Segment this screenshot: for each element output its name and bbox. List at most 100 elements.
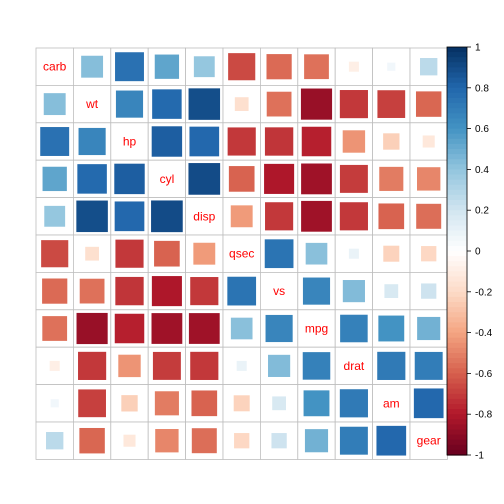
corr-square-mpg-cyl [151,313,183,344]
colorbar-segment [447,342,467,349]
colorbar-segment [447,261,467,267]
corr-square-drat-am [377,351,406,380]
colorbar-segment [447,444,467,451]
corr-square-wt-cyl [152,89,182,119]
variable-label-hp: hp [123,135,137,149]
colorbar-segment [447,353,467,359]
colorbar-segment [447,251,467,257]
colorbar-segment [447,429,467,436]
corr-square-gear-mpg [304,429,329,453]
diagonal-labels: carb wt hp cyl disp qsec vs mpg drat am gear [43,60,441,448]
corr-square-vs-wt [79,278,105,304]
colorbar: 1 0.8 0.6 0.4 0.2 0 -0.2 -0.4 -0.6 -0.8 -1 [446,43,493,462]
colorbar-segment [447,240,467,247]
colorbar-segment [447,169,467,176]
colorbar-tick-label: -0.8 [475,410,493,421]
corr-square-wt-disp [188,88,221,120]
colorbar-segment [447,194,467,201]
variable-label-cyl: cyl [160,172,175,186]
corr-square-mpg-qsec [230,317,253,340]
corr-square-gear-hp [123,434,136,447]
corr-square-disp-am [378,203,405,230]
colorbar-segment [447,108,467,114]
colorbar-segment [447,302,467,308]
colorbar-segment [447,337,467,344]
corr-square-disp-drat [339,202,368,231]
corr-square-carb-vs [266,54,292,80]
colorbar-segment [447,149,467,155]
corr-square-qsec-carb [41,240,69,268]
colorbar-segment [447,118,467,125]
corr-square-gear-am [376,425,407,456]
variable-label-wt: wt [85,97,99,111]
grid-cell-gear-gear [409,421,448,460]
corr-square-gear-disp [191,428,217,454]
corr-square-qsec-cyl [154,240,180,267]
corr-square-gear-cyl [155,429,179,453]
corr-square-drat-hp [118,354,141,378]
colorbar-segment [447,200,467,206]
corr-square-carb-drat [348,61,359,72]
corr-square-wt-qsec [234,97,249,111]
corr-square-disp-carb [44,205,66,227]
corr-square-vs-am [384,284,399,298]
colorbar-tick-label: 0.2 [475,206,489,217]
grid-cell-carb-carb [35,47,74,86]
colorbar-segment [447,138,467,145]
corr-square-drat-carb [49,360,60,371]
corr-square-drat-wt [78,351,107,380]
corr-square-am-gear [413,388,444,419]
colorbar-segment [447,434,467,441]
corr-square-drat-mpg [302,352,331,380]
corr-square-hp-drat [342,130,366,153]
corr-square-vs-hp [115,276,144,306]
colorbar-tick-label: -1 [475,451,484,462]
corr-square-wt-am [377,90,406,118]
colorbar-segment [447,205,467,211]
corr-square-vs-drat [342,280,365,303]
colorbar-tick-label: 0.6 [475,124,489,135]
colorbar-segment [447,373,467,380]
variable-label-mpg: mpg [305,322,328,336]
corr-square-disp-gear [416,203,442,229]
corr-square-mpg-hp [114,313,145,344]
grid-cell-drat-drat [334,346,374,386]
corr-square-qsec-am [383,245,400,262]
colorbar-segment [447,281,467,288]
corr-square-carb-wt [81,55,104,78]
corr-square-cyl-vs [264,163,295,194]
variable-label-drat: drat [344,359,365,373]
colorbar-segment [447,404,467,410]
grid-cell-cyl-cyl [147,159,186,198]
colorbar-segment [447,52,467,58]
corr-square-hp-am [383,133,400,150]
variable-label-disp: disp [193,209,215,223]
corr-square-drat-cyl [152,351,181,380]
colorbar-segment [447,327,467,334]
colorbar-segment [447,220,467,227]
matrix-cells [35,47,448,460]
corr-square-vs-disp [190,277,219,306]
colorbar-segment [447,87,467,94]
colorbar-segment [447,449,467,456]
colorbar-segment [447,215,467,221]
colorbar-segment [447,103,467,109]
corr-square-am-disp [191,390,218,417]
colorbar-segment [447,47,467,53]
corr-square-am-hp [121,395,138,412]
corr-square-am-cyl [154,391,179,416]
corr-square-mpg-carb [42,316,68,341]
colorbar-segment [447,82,467,89]
colorbar-segment [447,67,467,74]
corr-square-qsec-drat [348,248,359,259]
colorbar-segment [447,179,467,186]
corr-square-cyl-mpg [301,163,332,195]
colorbar-tick-label: 0.8 [475,83,489,94]
colorbar-segment [447,256,467,262]
colorbar-segment [447,383,467,390]
corr-square-wt-vs [266,91,292,117]
corr-square-hp-wt [78,127,106,156]
colorbar-segment [447,307,467,313]
variable-label-vs: vs [273,284,285,298]
colorbar-segment [447,225,467,232]
